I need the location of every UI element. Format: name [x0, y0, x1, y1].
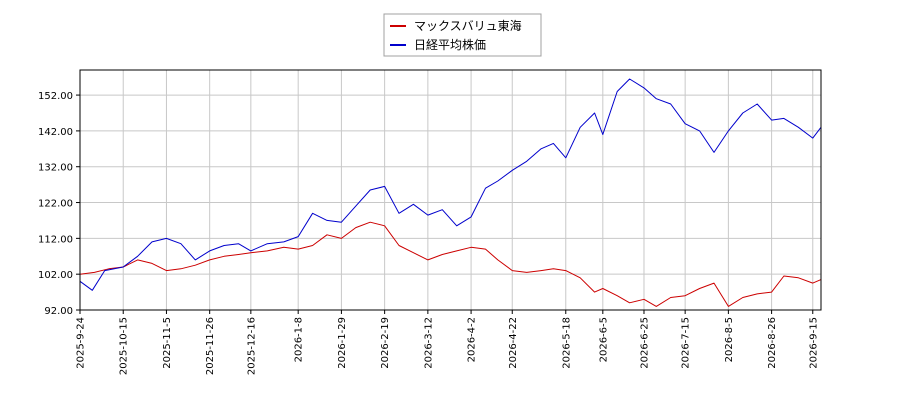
x-tick-label: 2026-7-15: [681, 317, 692, 369]
x-tick-label: 2026-6-25: [639, 317, 650, 369]
x-tick-label: 2026-3-12: [423, 317, 434, 369]
y-tick-label: 102.00: [38, 270, 73, 281]
series-line-2: [79, 78, 822, 291]
plot-frame: [79, 69, 822, 311]
y-axis-ticks: 92.00 102.00 112.00 122.00 132.00 142.00 152.0…: [38, 91, 80, 317]
x-tick-label: 2026-1-29: [337, 317, 348, 369]
series-line-1: [79, 221, 822, 307]
x-tick-label: 2025-12-16: [246, 317, 257, 375]
y-tick-label: 122.00: [38, 199, 73, 210]
legend-box: [383, 13, 542, 57]
x-tick-label: 2026-9-15: [808, 317, 819, 369]
x-axis-ticks: 2025-9-24 2025-10-15 2025-11-5 2025-11-26 20…: [76, 310, 819, 375]
y-tick-label: 132.00: [38, 163, 73, 174]
grid: [79, 70, 821, 311]
x-tick-label: 2025-11-26: [205, 317, 216, 375]
y-tick-label: 142.00: [38, 127, 73, 138]
legend-label-2: 日経平均株価: [414, 37, 486, 52]
x-tick-label: 2026-6-5: [598, 317, 609, 362]
y-tick-label: 152.00: [38, 91, 73, 102]
x-tick-label: 2026-4-2: [467, 317, 478, 362]
series-lines: [79, 78, 822, 307]
y-tick-label: 112.00: [38, 234, 73, 245]
x-tick-label: 2026-2-19: [380, 317, 391, 369]
legend-label-1: マックスバリュ東海: [414, 18, 522, 33]
y-tick-label: 92.00: [44, 306, 73, 317]
x-tick-label: 2025-9-24: [76, 317, 87, 369]
x-tick-label: 2025-10-15: [119, 317, 130, 375]
x-tick-label: 2026-5-18: [561, 317, 572, 369]
x-tick-label: 2026-4-22: [508, 317, 519, 369]
x-tick-label: 2026-8-26: [767, 317, 778, 369]
x-tick-label: 2026-1-8: [294, 317, 305, 362]
x-tick-label: 2026-8-5: [724, 317, 735, 362]
x-tick-label: 2025-11-5: [162, 317, 173, 369]
